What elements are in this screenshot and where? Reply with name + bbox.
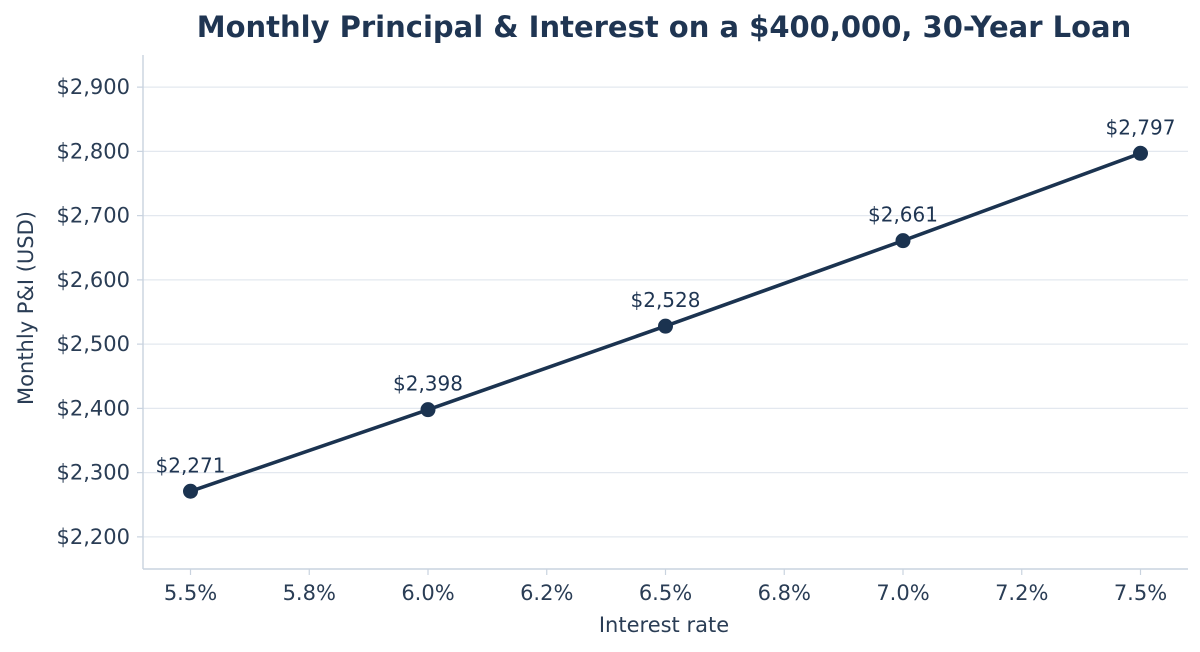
data-label: $2,528 (631, 288, 701, 312)
y-tick-label: $2,400 (57, 396, 130, 420)
x-tick-label: 6.0% (401, 581, 454, 605)
x-tick-label: 7.2% (995, 581, 1048, 605)
data-labels: $2,271 $2,398 $2,528 $2,661 $2,797 (156, 115, 1176, 477)
y-axis-ticks: $2,200 $2,300 $2,400 $2,500 $2,600 $2,700 $2,8… (57, 75, 143, 549)
x-axis-label: Interest rate (599, 613, 729, 637)
x-tick-label: 7.0% (876, 581, 929, 605)
x-axis-ticks: 5.5% 5.8% 6.0% 6.2% 6.5% 6.8% 7.0% 7.2% 7.5% (164, 569, 1167, 605)
series-line-group (183, 145, 1148, 499)
data-label: $2,661 (868, 203, 938, 227)
data-label: $2,398 (393, 372, 463, 396)
data-point (183, 483, 198, 499)
x-tick-label: 7.5% (1114, 581, 1167, 605)
y-tick-label: $2,300 (57, 461, 130, 485)
data-label: $2,797 (1106, 115, 1176, 139)
x-tick-label: 5.5% (164, 581, 217, 605)
chart-title: Monthly Principal & Interest on a $400,0… (197, 10, 1132, 44)
y-axis-label: Monthly P&I (USD) (14, 211, 38, 405)
data-point (658, 318, 673, 334)
data-point (1133, 145, 1148, 161)
data-point (420, 402, 436, 418)
x-tick-label: 6.8% (758, 581, 811, 605)
data-label: $2,271 (156, 453, 226, 477)
y-tick-label: $2,200 (57, 525, 130, 549)
y-tick-label: $2,700 (57, 204, 130, 228)
y-tick-label: $2,500 (57, 332, 130, 356)
grid-lines (143, 86, 1188, 538)
x-tick-label: 5.8% (283, 581, 336, 605)
y-tick-label: $2,900 (57, 75, 130, 99)
x-tick-label: 6.2% (520, 581, 573, 605)
y-tick-label: $2,800 (57, 139, 130, 163)
x-tick-label: 6.5% (639, 581, 692, 605)
y-tick-label: $2,600 (57, 268, 130, 292)
data-point (895, 233, 911, 249)
